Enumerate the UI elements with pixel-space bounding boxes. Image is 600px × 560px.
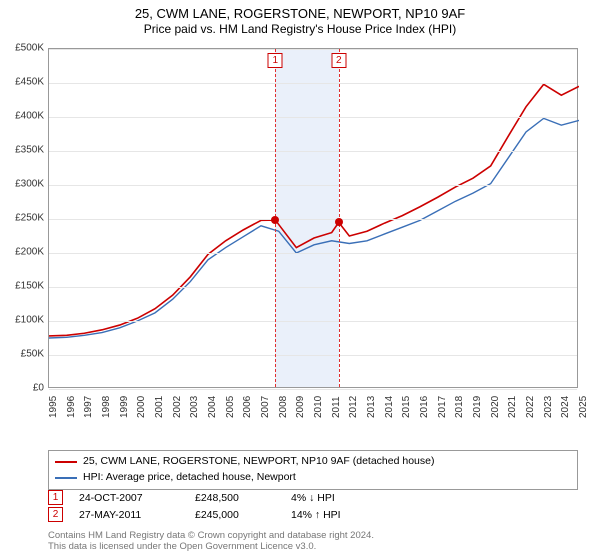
x-tick-label: 2019 [472,396,483,418]
footer: Contains HM Land Registry data © Crown c… [48,530,578,553]
chart-vline-badge: 1 [268,53,283,68]
event-date: 24-OCT-2007 [79,492,179,504]
page: 25, CWM LANE, ROGERSTONE, NEWPORT, NP10 … [0,0,600,560]
x-tick-label: 2020 [490,396,501,418]
x-tick-label: 1999 [119,396,130,418]
y-tick-label: £150K [0,281,44,292]
gridline [49,355,577,356]
legend-label: 25, CWM LANE, ROGERSTONE, NEWPORT, NP10 … [83,454,434,470]
x-tick-label: 2001 [154,396,165,418]
x-tick-label: 2022 [525,396,536,418]
gridline [49,185,577,186]
gridline [49,117,577,118]
gridline [49,253,577,254]
x-tick-label: 2016 [419,396,430,418]
x-tick-label: 2006 [242,396,253,418]
x-tick-label: 2018 [454,396,465,418]
y-tick-label: £0 [0,383,44,394]
gridline [49,287,577,288]
x-tick-label: 2007 [260,396,271,418]
events-table: 1 24-OCT-2007 £248,500 4% ↓ HPI 2 27-MAY-2011… [48,490,578,524]
sale-marker-dot [335,218,343,226]
legend-item: HPI: Average price, detached house, Newp… [55,470,571,486]
y-tick-label: £200K [0,247,44,258]
x-tick-label: 1997 [83,396,94,418]
x-tick-label: 1996 [66,396,77,418]
y-tick-label: £50K [0,349,44,360]
series-line [49,84,579,336]
x-tick-label: 1995 [48,396,59,418]
event-badge: 2 [48,507,63,522]
gridline [49,219,577,220]
event-vs-hpi: 4% ↓ HPI [291,492,381,504]
legend-label: HPI: Average price, detached house, Newp… [83,470,296,486]
x-tick-label: 2023 [543,396,554,418]
x-tick-label: 2024 [560,396,571,418]
x-tick-label: 2008 [278,396,289,418]
gridline [49,321,577,322]
x-tick-label: 2004 [207,396,218,418]
chart-vline-badge: 2 [331,53,346,68]
footer-line2: This data is licensed under the Open Gov… [48,541,578,552]
y-tick-label: £300K [0,179,44,190]
x-tick-label: 2009 [295,396,306,418]
y-tick-label: £450K [0,77,44,88]
gridline [49,389,577,390]
x-tick-label: 2000 [136,396,147,418]
x-tick-label: 2005 [225,396,236,418]
y-tick-label: £100K [0,315,44,326]
event-price: £245,000 [195,509,275,521]
legend-item: 25, CWM LANE, ROGERSTONE, NEWPORT, NP10 … [55,454,571,470]
gridline [49,49,577,50]
x-tick-label: 2012 [348,396,359,418]
x-tick-label: 2014 [384,396,395,418]
event-row: 1 24-OCT-2007 £248,500 4% ↓ HPI [48,490,578,505]
y-tick-label: £350K [0,145,44,156]
event-date: 27-MAY-2011 [79,509,179,521]
event-badge: 1 [48,490,63,505]
event-vs-hpi: 14% ↑ HPI [291,509,381,521]
y-tick-label: £500K [0,43,44,54]
title-address: 25, CWM LANE, ROGERSTONE, NEWPORT, NP10 … [0,6,600,22]
title-subtitle: Price paid vs. HM Land Registry's House … [0,22,600,37]
x-tick-label: 2021 [507,396,518,418]
chart-area: 12 £0£50K£100K£150K£200K£250K£300K£350K£… [48,48,578,418]
x-tick-label: 2011 [331,396,342,418]
legend-swatch [55,477,77,479]
x-tick-label: 2013 [366,396,377,418]
y-tick-label: £400K [0,111,44,122]
title-block: 25, CWM LANE, ROGERSTONE, NEWPORT, NP10 … [0,0,600,37]
x-tick-label: 2015 [401,396,412,418]
x-tick-label: 1998 [101,396,112,418]
gridline [49,83,577,84]
gridline [49,151,577,152]
x-tick-label: 2010 [313,396,324,418]
sale-marker-dot [271,216,279,224]
legend: 25, CWM LANE, ROGERSTONE, NEWPORT, NP10 … [48,450,578,490]
legend-swatch [55,461,77,463]
event-row: 2 27-MAY-2011 £245,000 14% ↑ HPI [48,507,578,522]
footer-line1: Contains HM Land Registry data © Crown c… [48,530,578,541]
x-tick-label: 2025 [578,396,589,418]
y-tick-label: £250K [0,213,44,224]
event-price: £248,500 [195,492,275,504]
chart-plot: 12 [48,48,578,388]
x-tick-label: 2002 [172,396,183,418]
x-tick-label: 2003 [189,396,200,418]
x-tick-label: 2017 [437,396,448,418]
